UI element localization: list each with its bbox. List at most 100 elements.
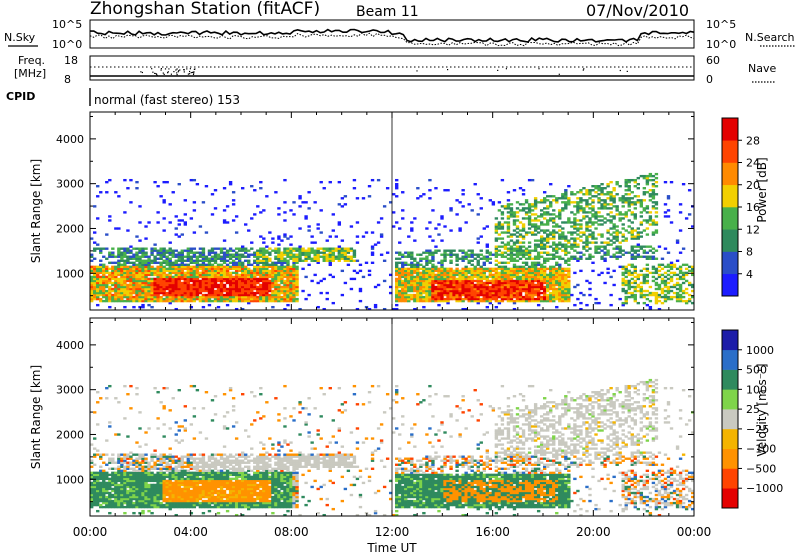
- power-cell: [521, 297, 526, 301]
- power-cell: [491, 253, 496, 256]
- power-cell: [225, 299, 230, 303]
- power-cell: [90, 255, 94, 258]
- power-cell: [600, 215, 604, 218]
- power-cell: [117, 289, 121, 293]
- power-cell: [183, 221, 187, 224]
- power-cell: [642, 301, 647, 305]
- power-cell: [497, 279, 502, 283]
- power-cell: [561, 279, 565, 283]
- power-cell: [473, 267, 477, 271]
- power-cell: [512, 273, 517, 277]
- power-cell: [222, 265, 227, 269]
- power-cell: [201, 287, 206, 291]
- power-cell: [159, 287, 163, 291]
- power-cell: [132, 277, 136, 281]
- velocity-cell: [114, 487, 118, 491]
- power-cell: [543, 289, 547, 293]
- power-cell: [678, 283, 683, 287]
- power-cell: [621, 279, 625, 283]
- power-cell: [129, 249, 133, 252]
- power-cell: [515, 299, 520, 303]
- power-cell: [259, 255, 263, 258]
- power-cell: [672, 273, 677, 277]
- power-cell: [201, 265, 206, 269]
- velocity-cell: [117, 499, 121, 503]
- power-cell: [434, 287, 438, 291]
- power-cell: [222, 251, 227, 254]
- power-cell: [615, 233, 619, 236]
- power-cell: [132, 273, 136, 277]
- power-cell: [126, 283, 130, 287]
- power-cell: [561, 293, 565, 297]
- power-cell: [651, 231, 656, 234]
- power-cell: [147, 291, 151, 295]
- power-cell: [201, 249, 206, 252]
- power-cell: [144, 267, 148, 271]
- power-cell: [271, 285, 275, 289]
- power-cell: [280, 285, 284, 289]
- power-cell: [177, 295, 181, 299]
- power-cell: [105, 295, 109, 299]
- power-cell: [295, 249, 299, 252]
- power-cell: [591, 213, 595, 216]
- power-cell: [410, 285, 414, 289]
- power-cell: [567, 273, 571, 277]
- power-cell: [443, 299, 447, 303]
- power-cell: [225, 287, 230, 291]
- power-cell: [177, 281, 181, 285]
- power-cell: [633, 297, 637, 301]
- power-cell: [144, 269, 148, 273]
- power-cell: [123, 283, 127, 287]
- power-cell: [117, 247, 121, 250]
- power-cell: [555, 247, 559, 250]
- power-cell: [585, 215, 589, 218]
- power-cell: [630, 211, 634, 214]
- power-cell: [440, 279, 444, 283]
- power-cell: [165, 259, 169, 262]
- power-cell: [500, 283, 505, 287]
- power-cell: [177, 219, 181, 222]
- power-cell: [404, 289, 408, 293]
- power-cell: [114, 299, 118, 303]
- power-cell: [467, 267, 471, 271]
- velocity-cell: [138, 471, 142, 475]
- power-cell: [162, 180, 166, 184]
- power-cell: [237, 263, 242, 267]
- power-cell: [271, 261, 275, 264]
- power-cell: [90, 275, 94, 279]
- power-cell: [449, 287, 453, 291]
- power-cell: [219, 291, 224, 295]
- velocity-cell: [129, 467, 133, 470]
- power-cell: [126, 289, 130, 293]
- power-cell: [177, 273, 181, 277]
- power-cell: [102, 285, 106, 289]
- power-cell: [334, 249, 338, 252]
- power-cell: [180, 285, 184, 289]
- power-cell: [663, 279, 668, 283]
- power-cell: [225, 251, 230, 254]
- velocity-cell: [99, 481, 103, 485]
- velocity-cell: [93, 489, 97, 493]
- power-cell: [543, 285, 547, 289]
- power-cell: [367, 307, 372, 311]
- power-cell: [328, 247, 332, 250]
- velocity-cell: [96, 391, 100, 394]
- power-cell: [398, 281, 402, 285]
- power-cell: [479, 283, 483, 287]
- power-cell: [117, 297, 121, 301]
- power-cell: [219, 295, 224, 299]
- noise-left-tick-top: 10^5: [52, 18, 82, 31]
- power-cell: [250, 291, 254, 295]
- velocity-cell: [102, 505, 106, 509]
- power-cell: [174, 279, 178, 283]
- power-cell: [189, 277, 194, 281]
- power-cell: [177, 257, 181, 260]
- velocity-cell: [132, 469, 136, 473]
- power-cell: [455, 273, 459, 277]
- power-cell: [543, 197, 547, 200]
- power-cell: [401, 281, 405, 285]
- velocity-cell: [93, 463, 97, 466]
- power-cell: [207, 263, 212, 267]
- power-cell: [464, 293, 468, 297]
- power-cell: [210, 279, 215, 283]
